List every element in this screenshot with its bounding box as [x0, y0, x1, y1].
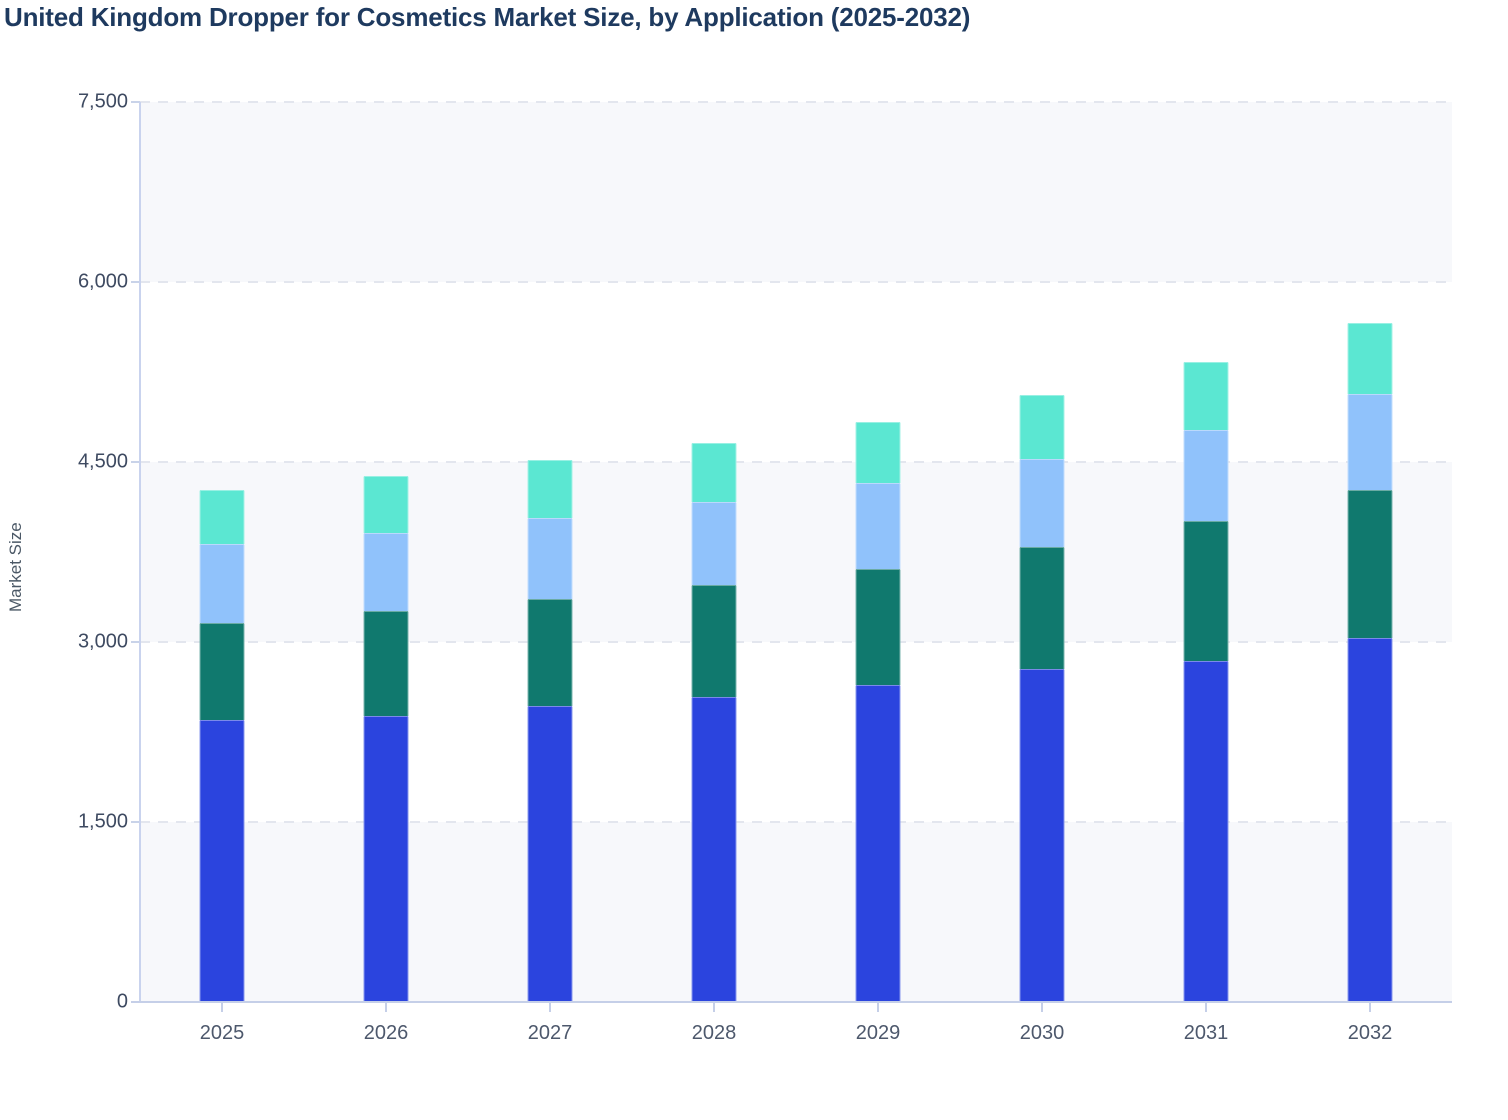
bar-segment-series_1_bottom[interactable]	[691, 696, 737, 1002]
bar-segment-series_4_top[interactable]	[363, 476, 409, 533]
bar-segment-series_2[interactable]	[199, 622, 245, 720]
bar-segment-series_2[interactable]	[855, 568, 901, 686]
y-tick-label: 4,500	[77, 450, 128, 473]
bars-container	[140, 102, 1452, 1012]
plot-band	[140, 462, 1452, 642]
stacked-bar-2030[interactable]	[1019, 395, 1065, 1002]
bar-segment-series_4_top[interactable]	[691, 442, 737, 502]
bar-segment-series_4_top[interactable]	[855, 422, 901, 484]
stacked-bar-2032[interactable]	[1347, 322, 1393, 1002]
stacked-bar-2031[interactable]	[1183, 362, 1229, 1002]
bar-segment-series_2[interactable]	[1183, 520, 1229, 661]
x-axis-tick-labels: 2025 2026 2027 2028 2029 2030 2031 2032	[140, 1022, 1452, 1045]
bar-segment-series_1_bottom[interactable]	[527, 706, 573, 1002]
bar-slot	[304, 102, 468, 1012]
x-tick-label: 2027	[527, 1022, 573, 1044]
bar-segment-series_3[interactable]	[855, 483, 901, 569]
bar-segment-series_2[interactable]	[691, 585, 737, 697]
bar-segment-series_3[interactable]	[1183, 429, 1229, 521]
x-tick-mark	[713, 1003, 715, 1012]
bar-segment-series_1_bottom[interactable]	[199, 720, 245, 1002]
y-tick-label: 0	[116, 990, 128, 1013]
y-tick-label: 3,000	[77, 630, 128, 653]
bar-segment-series_1_bottom[interactable]	[855, 685, 901, 1002]
bar-segment-series_3[interactable]	[1019, 459, 1065, 548]
bar-segment-series_2[interactable]	[363, 611, 409, 716]
y-tick-mark	[131, 461, 140, 463]
gridline	[140, 821, 1452, 823]
bar-segment-series_3[interactable]	[527, 518, 573, 600]
bar-segment-series_4_top[interactable]	[1183, 362, 1229, 430]
bar-slot	[796, 102, 960, 1012]
gridline	[140, 281, 1452, 283]
x-tick-mark	[877, 1003, 879, 1012]
bar-slot	[468, 102, 632, 1012]
bar-segment-series_3[interactable]	[691, 501, 737, 586]
x-tick-label: 2031	[1183, 1022, 1229, 1044]
bar-segment-series_2[interactable]	[527, 599, 573, 707]
bar-slot	[140, 102, 304, 1012]
gridline	[140, 101, 1452, 103]
bar-slot	[1288, 102, 1452, 1012]
bar-segment-series_2[interactable]	[1347, 489, 1393, 639]
bar-segment-series_3[interactable]	[199, 544, 245, 623]
chart-title: United Kingdom Dropper for Cosmetics Mar…	[4, 2, 971, 32]
y-tick-mark	[131, 281, 140, 283]
bar-segment-series_1_bottom[interactable]	[1019, 669, 1065, 1002]
y-tick-mark	[131, 101, 140, 103]
x-tick-label: 2026	[363, 1022, 409, 1044]
bar-slot	[960, 102, 1124, 1012]
y-tick-mark	[131, 821, 140, 823]
stacked-bar-2029[interactable]	[855, 422, 901, 1002]
stacked-bar-2026[interactable]	[363, 476, 409, 1002]
stacked-bar-2028[interactable]	[691, 442, 737, 1002]
bar-segment-series_1_bottom[interactable]	[1347, 638, 1393, 1002]
stacked-bar-2025[interactable]	[199, 490, 245, 1002]
y-tick-label: 1,500	[77, 810, 128, 833]
bar-segment-series_3[interactable]	[363, 532, 409, 612]
bar-segment-series_4_top[interactable]	[1019, 395, 1065, 460]
x-tick-label: 2029	[855, 1022, 901, 1044]
bar-segment-series_4_top[interactable]	[527, 460, 573, 519]
x-tick-mark	[385, 1003, 387, 1012]
bar-segment-series_4_top[interactable]	[199, 490, 245, 545]
x-tick-label: 2030	[1019, 1022, 1065, 1044]
y-tick-label: 7,500	[77, 90, 128, 113]
plot-band	[140, 822, 1452, 1002]
y-axis-line	[139, 102, 141, 1002]
bar-segment-series_4_top[interactable]	[1347, 322, 1393, 395]
x-tick-label: 2032	[1347, 1022, 1393, 1044]
x-axis-line	[131, 1001, 1452, 1003]
y-tick-label: 6,000	[77, 270, 128, 293]
bar-segment-series_1_bottom[interactable]	[363, 715, 409, 1002]
plot-area	[131, 101, 1452, 1012]
x-tick-mark	[1369, 1003, 1371, 1012]
plot-band	[140, 102, 1452, 282]
x-tick-mark	[1205, 1003, 1207, 1012]
bar-slot	[1124, 102, 1288, 1012]
bar-segment-series_1_bottom[interactable]	[1183, 660, 1229, 1002]
x-tick-label: 2025	[199, 1022, 245, 1044]
bar-segment-series_3[interactable]	[1347, 394, 1393, 490]
x-tick-mark	[221, 1003, 223, 1012]
bar-slot	[632, 102, 796, 1012]
x-tick-mark	[1041, 1003, 1043, 1012]
y-tick-mark	[131, 641, 140, 643]
gridline	[140, 461, 1452, 463]
gridline	[140, 641, 1452, 643]
stacked-bar-2027[interactable]	[527, 460, 573, 1002]
x-tick-label: 2028	[691, 1022, 737, 1044]
bar-segment-series_2[interactable]	[1019, 547, 1065, 669]
x-tick-mark	[549, 1003, 551, 1012]
